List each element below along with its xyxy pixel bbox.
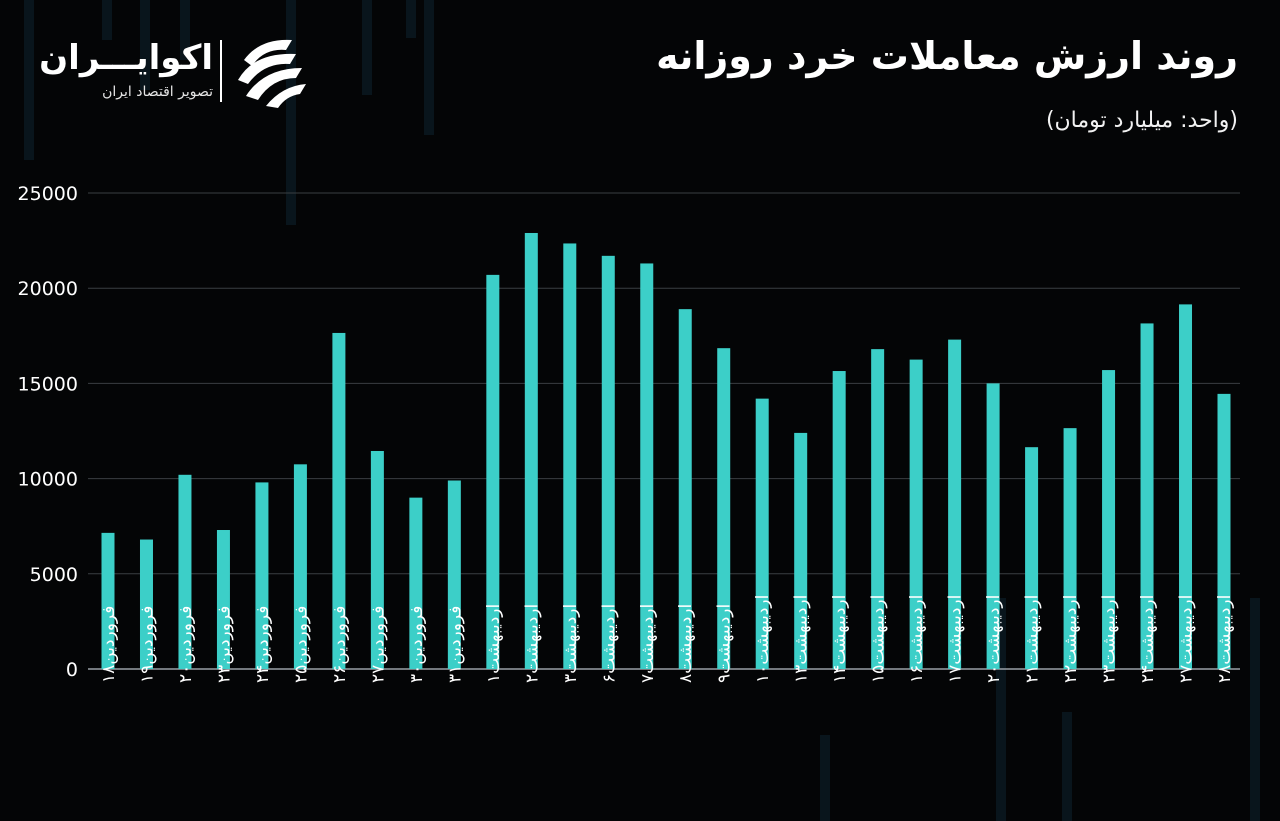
- bar: [909, 359, 923, 669]
- bar: [370, 450, 384, 669]
- bar: [409, 497, 423, 669]
- x-tick-label: اردیبهشت۲۳: [1100, 595, 1120, 683]
- x-tick-label: فروردین۲۶: [330, 606, 350, 683]
- x-tick-label: اردیبهشت۱۳: [792, 595, 812, 683]
- x-tick-label: اردیبهشت۲۴: [1138, 595, 1158, 683]
- bar: [640, 263, 654, 669]
- bar: [1217, 393, 1231, 669]
- x-tick-label: اردیبهشت۱۴: [830, 595, 850, 683]
- background-candle: [286, 0, 296, 225]
- background-candle: [996, 598, 1006, 821]
- background-candle: [180, 0, 190, 60]
- background-candle: [1062, 712, 1072, 821]
- bar: [678, 309, 692, 669]
- x-tick-label: اردیبهشت۲۸: [1215, 595, 1235, 683]
- y-tick-label: 25000: [18, 183, 78, 205]
- bar: [794, 432, 808, 669]
- bar: [139, 539, 153, 669]
- x-tick-label: اردیبهشت۱۷: [946, 595, 966, 683]
- x-tick-label: فروردین۲۵: [291, 606, 311, 683]
- y-tick-label: 0: [66, 659, 78, 681]
- x-tick-label: اردیبهشت۹: [715, 604, 735, 683]
- bar: [486, 274, 500, 669]
- x-tick-label: اردیبهشت۱۶: [907, 595, 927, 683]
- x-tick-label: اردیبهشت۷: [638, 604, 658, 683]
- bar: [293, 464, 307, 669]
- bar: [447, 480, 461, 669]
- bar: [948, 339, 962, 669]
- ekoiran-logo-icon: [238, 39, 306, 108]
- bar: [832, 371, 846, 669]
- y-tick-label: 15000: [18, 373, 78, 395]
- x-tick-label: فروردین۲۰: [176, 606, 196, 683]
- bar: [755, 398, 769, 669]
- brand-tagline: تصویر اقتصاد ایران: [102, 84, 213, 100]
- bar: [255, 482, 269, 669]
- x-tick-label: اردیبهشت۲۷: [1177, 595, 1197, 683]
- x-tick-label: اردیبهشت۲۰: [984, 595, 1004, 683]
- background-candle: [24, 0, 34, 160]
- background-candle: [406, 0, 416, 38]
- bar: [601, 255, 615, 669]
- bar: [524, 232, 538, 669]
- bar: [1063, 428, 1077, 669]
- x-tick-label: فروردین۲۷: [368, 606, 388, 683]
- bar: [563, 243, 577, 669]
- x-tick-label: اردیبهشت۲: [522, 604, 542, 683]
- background-candle: [140, 0, 150, 90]
- background-candle: [102, 0, 112, 40]
- bar: [1102, 370, 1116, 669]
- brand-logo: اکوایـــران تصویر اقتصاد ایران: [39, 30, 318, 110]
- x-tick-label: اردیبهشت۱۵: [869, 595, 889, 683]
- background-candle: [820, 735, 830, 821]
- x-tick-label: اردیبهشت۸: [676, 604, 696, 683]
- x-tick-label: فروردین۳۱: [445, 606, 465, 683]
- y-tick-label: 20000: [18, 278, 78, 300]
- x-tick-label: فروردین۳۰: [407, 606, 427, 683]
- chart-subtitle: (واحد: میلیارد تومان): [1045, 108, 1238, 133]
- x-tick-label: فروردین۲۳: [214, 606, 234, 683]
- bar: [717, 348, 731, 669]
- y-tick-label: 5000: [30, 564, 78, 586]
- background-candle: [424, 0, 434, 135]
- x-tick-label: فروردین۱۸: [99, 606, 119, 683]
- bar: [332, 332, 346, 669]
- bar: [1140, 323, 1154, 669]
- bar: [1179, 304, 1193, 669]
- x-tick-label: فروردین۲۴: [253, 606, 273, 683]
- bar: [178, 474, 192, 669]
- x-tick-label: اردیبهشت۲۱: [1023, 595, 1043, 683]
- background-candle: [362, 0, 372, 95]
- bar: [1025, 447, 1039, 669]
- logo-divider: [220, 40, 222, 102]
- x-tick-label: اردیبهشت۱۰: [753, 595, 773, 683]
- x-tick-label: اردیبهشت۲۲: [1061, 595, 1081, 683]
- x-tick-label: فروردین۱۹: [137, 606, 157, 683]
- bar: [216, 530, 230, 669]
- bar: [986, 383, 1000, 669]
- bar: [871, 349, 885, 669]
- y-tick-label: 10000: [18, 469, 78, 491]
- chart-title: روند ارزش معاملات خرد روزانه: [656, 34, 1238, 78]
- x-tick-label: اردیبهشت۱: [484, 604, 504, 683]
- x-tick-label: اردیبهشت۳: [561, 604, 581, 683]
- x-tick-label: اردیبهشت۶: [599, 604, 619, 683]
- brand-name: اکوایـــران: [39, 38, 213, 78]
- bar: [101, 532, 115, 669]
- background-candle: [1250, 598, 1260, 821]
